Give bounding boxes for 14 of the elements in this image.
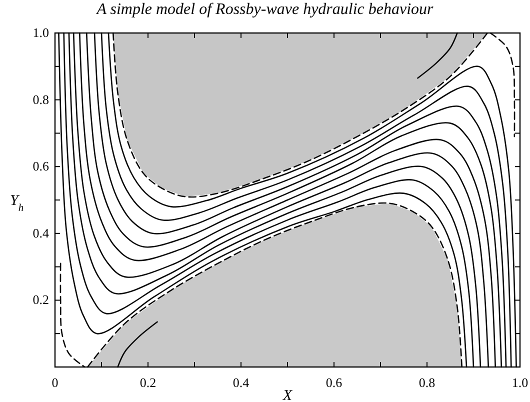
x-tick-label: 0: [52, 375, 58, 390]
y-tick-label: 0.6: [32, 158, 50, 174]
x-tick-label: 0.4: [232, 375, 250, 390]
y-tick-label: 0.4: [32, 225, 50, 240]
x-axis-title: X: [282, 388, 293, 402]
x-tick-label: 0.8: [418, 375, 436, 390]
y-tick-label: 1.0: [32, 25, 49, 40]
x-tick-label: 0.6: [326, 375, 343, 390]
y-axis-title: Y$_{h}$: [10, 193, 24, 214]
x-tick-label: 0.2: [140, 375, 156, 390]
y-tick-label: 0.8: [32, 92, 49, 107]
chart-title: A simple model of Rossby-wave hydraulic behaviour: [96, 1, 434, 18]
y-tick-label: 0.2: [32, 292, 49, 308]
x-tick-label: 1.0: [512, 375, 528, 390]
